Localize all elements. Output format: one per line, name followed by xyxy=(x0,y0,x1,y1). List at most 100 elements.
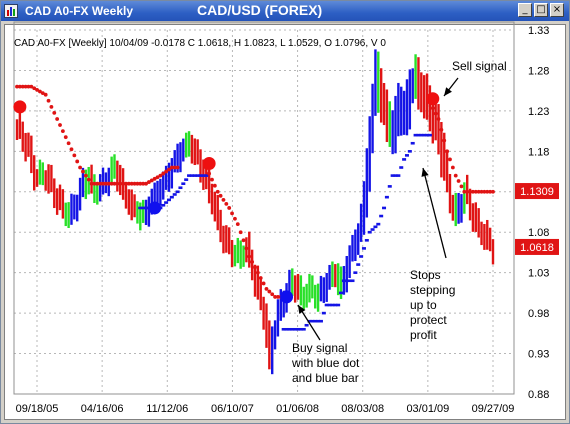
stop-dot-red xyxy=(124,181,128,186)
stop-dot-blue xyxy=(364,239,369,242)
stop-dot-red xyxy=(126,181,131,186)
stop-dot-red xyxy=(210,177,214,182)
stop-dot-blue xyxy=(370,228,375,231)
stop-dot-blue xyxy=(330,303,335,307)
stop-dot-red xyxy=(482,189,487,194)
stop-dot-blue xyxy=(195,174,200,177)
sell-signal-dot xyxy=(426,92,440,106)
stop-dot-red xyxy=(132,181,137,186)
bar-chart-icon[interactable] xyxy=(4,4,18,18)
stop-dot-red xyxy=(164,169,169,174)
stop-dot-red xyxy=(448,157,452,162)
stop-dot-blue xyxy=(175,190,180,194)
sell-signal-dot xyxy=(13,100,27,114)
stop-dot-red xyxy=(450,165,455,170)
stop-dot-red xyxy=(115,181,120,186)
stop-dot-red xyxy=(60,129,65,134)
stop-dot-red xyxy=(436,117,441,121)
stop-dot-blue xyxy=(413,133,418,137)
stop-dot-red xyxy=(267,289,272,294)
stop-dot-red xyxy=(273,295,277,299)
stop-dot-red xyxy=(241,238,246,243)
maximize-icon[interactable]: □ xyxy=(534,3,548,17)
stop-dot-red xyxy=(81,169,85,174)
stop-dot-blue xyxy=(318,319,323,323)
stops-annotation: up to xyxy=(410,298,437,312)
stop-dot-red xyxy=(135,181,140,186)
stop-dot-red xyxy=(109,181,114,186)
stop-dot-red xyxy=(89,181,94,186)
stop-dot-blue xyxy=(353,271,358,274)
stop-dot-red xyxy=(55,117,60,121)
stop-dot-blue xyxy=(399,166,404,169)
y-tick-label: 1.33 xyxy=(528,25,549,37)
stop-dot-blue xyxy=(422,133,427,137)
buy-signal-annotation: Buy signal xyxy=(292,341,347,355)
stop-dot-blue xyxy=(416,133,421,137)
stop-dot-blue xyxy=(290,327,295,331)
stop-dot-red xyxy=(227,206,232,210)
stop-dot-red xyxy=(491,189,495,194)
stop-dot-red xyxy=(471,189,475,194)
stop-dot-blue xyxy=(324,303,329,307)
stop-dot-blue xyxy=(293,327,298,331)
minimize-icon[interactable]: _ xyxy=(518,3,532,17)
stop-dot-blue xyxy=(419,133,424,137)
stop-dot-red xyxy=(167,167,171,172)
stop-dot-red xyxy=(161,171,166,176)
stop-dot-red xyxy=(15,84,19,89)
stop-dot-red xyxy=(95,181,100,186)
stop-dot-red xyxy=(264,286,269,291)
stop-dot-red xyxy=(207,171,212,176)
stop-dot-blue xyxy=(390,174,395,177)
y-tick-label: 1.28 xyxy=(528,65,549,77)
stop-dot-blue xyxy=(181,182,186,185)
title-bar[interactable]: CAD A0-FX Weekly CAD/USD (FOREX) _ □ × xyxy=(1,1,569,21)
stop-dot-red xyxy=(147,180,151,184)
chart-title: CAD/USD (FOREX) xyxy=(197,2,323,18)
x-tick-label: 04/16/06 xyxy=(81,403,124,415)
stop-dot-red xyxy=(459,184,464,189)
stop-dot-blue xyxy=(359,255,364,258)
stop-dot-red xyxy=(456,179,461,183)
stop-dot-blue xyxy=(402,158,407,161)
stop-dot-blue xyxy=(166,198,171,202)
stop-dot-blue xyxy=(164,201,169,204)
stop-dot-blue xyxy=(339,291,344,295)
stop-dot-red xyxy=(230,211,234,216)
stop-dot-red xyxy=(247,254,252,259)
stop-dot-red xyxy=(276,295,280,299)
stop-dot-blue xyxy=(347,279,352,283)
stop-dot-red xyxy=(453,173,458,178)
stop-dot-red xyxy=(253,265,257,270)
stop-dot-blue xyxy=(296,327,301,331)
stop-dot-blue xyxy=(316,319,321,323)
stop-dot-red xyxy=(86,177,91,182)
x-tick-label: 03/01/09 xyxy=(406,403,449,415)
stop-dot-red xyxy=(78,165,82,170)
stop-dot-red xyxy=(152,176,157,181)
sell-signal-dot xyxy=(202,156,216,170)
window-title: CAD A0-FX Weekly xyxy=(25,4,134,18)
y-tick-label: 1.23 xyxy=(528,106,549,118)
stop-dot-red xyxy=(101,181,105,186)
stop-dot-blue xyxy=(304,323,309,327)
stop-dot-blue xyxy=(204,174,209,177)
stop-dot-red xyxy=(112,181,117,186)
stop-dot-red xyxy=(485,189,490,194)
stop-dot-red xyxy=(430,106,435,111)
icon-bar-blue xyxy=(10,7,12,16)
stop-dot-blue xyxy=(336,303,341,307)
close-icon[interactable]: × xyxy=(550,3,564,17)
stop-dot-red xyxy=(149,178,154,183)
stop-dot-blue xyxy=(427,133,432,137)
stop-dot-red xyxy=(221,197,226,202)
sell-signal-annotation: Sell signal xyxy=(452,59,507,73)
stop-dot-red xyxy=(155,175,160,180)
stops-annotation: stepping xyxy=(410,283,455,297)
x-tick-label: 09/27/09 xyxy=(472,403,515,415)
stop-dot-red xyxy=(103,181,108,186)
y-tick-label: 1.08 xyxy=(528,227,549,239)
stop-dot-blue xyxy=(341,279,346,283)
